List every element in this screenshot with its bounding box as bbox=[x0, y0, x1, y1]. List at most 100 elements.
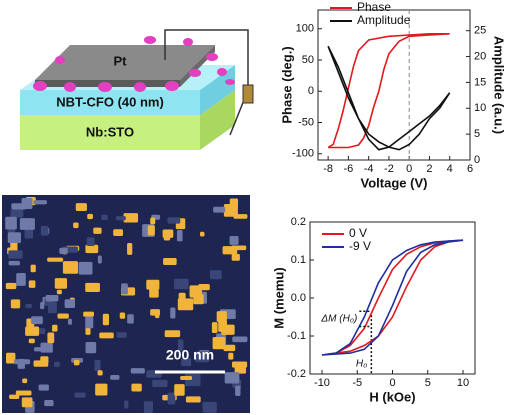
x-tick-label: 4 bbox=[447, 163, 453, 175]
afm-grain bbox=[202, 401, 217, 413]
afm-grain bbox=[25, 304, 33, 309]
y-axis-label: Phase (deg.) bbox=[279, 46, 294, 123]
y2-tick-label: 25 bbox=[474, 25, 486, 37]
x-tick-label: 10 bbox=[457, 377, 469, 389]
afm-grain bbox=[209, 270, 222, 280]
schematic: Pt NBT-CFO (40 nm) Nb:STO bbox=[20, 29, 254, 150]
afm-grain bbox=[212, 337, 226, 350]
y2-tick-label: 15 bbox=[474, 76, 486, 88]
y-tick-label: -100 bbox=[292, 148, 314, 160]
x-axis-label: Voltage (V) bbox=[361, 175, 428, 190]
legend-label: 0 V bbox=[349, 226, 367, 240]
pt-side bbox=[180, 45, 215, 87]
afm-grain bbox=[170, 307, 176, 319]
afm-grain bbox=[121, 283, 128, 295]
afm-grain bbox=[147, 225, 155, 236]
afm-grain bbox=[235, 385, 241, 397]
afm-grain bbox=[177, 339, 184, 352]
afm-grain bbox=[33, 200, 47, 205]
source bbox=[242, 84, 254, 104]
afm-grain bbox=[64, 299, 75, 309]
afm-grain bbox=[85, 316, 94, 329]
afm-grain bbox=[216, 311, 227, 323]
afm-image: 200 nm bbox=[2, 195, 250, 413]
y-tick-label: 0 bbox=[308, 85, 314, 97]
afm-grain bbox=[185, 396, 201, 403]
film-label: NBT-CFO (40 nm) bbox=[56, 94, 164, 109]
afm-grain bbox=[54, 361, 60, 367]
afm-grain bbox=[224, 372, 240, 384]
x-axis-label: H (kOe) bbox=[369, 389, 415, 404]
afm-grain bbox=[167, 392, 176, 405]
x-tick-label: 6 bbox=[467, 163, 473, 175]
afm-grain bbox=[221, 324, 235, 335]
y-tick-label: 0.1 bbox=[291, 254, 306, 266]
series-line bbox=[327, 45, 451, 151]
afm-grain bbox=[150, 217, 156, 225]
afm-grain bbox=[164, 330, 181, 338]
afm-grain bbox=[5, 216, 17, 230]
substrate-side bbox=[200, 90, 235, 150]
afm-grain bbox=[86, 237, 95, 246]
afm-grain bbox=[189, 291, 197, 298]
afm-grain bbox=[85, 244, 99, 254]
afm-grain bbox=[124, 400, 129, 409]
afm-grain bbox=[97, 255, 102, 264]
afm-background bbox=[2, 195, 250, 413]
afm-grain bbox=[8, 250, 23, 259]
y2-tick-label: 20 bbox=[474, 50, 486, 62]
afm-grain bbox=[113, 229, 124, 237]
afm-grain bbox=[11, 203, 27, 210]
afm-grain bbox=[223, 203, 238, 217]
afm-grain bbox=[110, 374, 120, 380]
afm-grain bbox=[56, 289, 62, 295]
afm-grain bbox=[149, 285, 159, 298]
afm-grain bbox=[75, 203, 87, 212]
film bbox=[20, 90, 200, 115]
afm-grain bbox=[44, 400, 54, 407]
pt-label: Pt bbox=[114, 53, 128, 68]
y-tick-label: -0.1 bbox=[287, 330, 306, 342]
afm-grain bbox=[85, 282, 100, 293]
y-tick-label: 0.0 bbox=[291, 292, 306, 304]
afm-grain bbox=[54, 278, 68, 289]
afm-grain bbox=[59, 247, 68, 255]
y-axis-label: M (memu) bbox=[271, 267, 286, 328]
afm-grain bbox=[150, 309, 161, 316]
nanopillars bbox=[33, 36, 235, 92]
afm-grain bbox=[19, 218, 35, 230]
afm-grain bbox=[33, 360, 49, 367]
y2-tick-label: 10 bbox=[474, 102, 486, 114]
afm-grain bbox=[10, 240, 18, 254]
afm-grain bbox=[47, 257, 64, 262]
afm-grain bbox=[57, 313, 69, 319]
afm-grain bbox=[73, 222, 79, 229]
x-tick-label: 2 bbox=[426, 163, 432, 175]
afm-grain bbox=[38, 384, 49, 391]
afm-grain bbox=[127, 314, 134, 324]
pt-electrode bbox=[35, 45, 215, 80]
plot-frame bbox=[309, 221, 476, 375]
afm-grain bbox=[163, 257, 177, 266]
y-tick-label: -50 bbox=[298, 116, 314, 128]
afm-grain bbox=[131, 383, 142, 392]
afm-grain bbox=[200, 231, 205, 237]
afm-grain bbox=[62, 261, 78, 274]
afm-grain bbox=[95, 383, 108, 396]
legend-label: Amplitude bbox=[357, 13, 411, 27]
afm-grain bbox=[116, 332, 127, 338]
afm-grain bbox=[22, 378, 28, 384]
legend-label: -9 V bbox=[349, 239, 371, 253]
afm-grain bbox=[181, 358, 192, 367]
legend-label: Phase bbox=[357, 0, 391, 14]
afm-grain bbox=[40, 225, 49, 236]
afm-grain bbox=[99, 332, 114, 339]
afm-grain bbox=[177, 298, 194, 311]
afm-grain bbox=[10, 209, 24, 218]
x-tick-label: -4 bbox=[364, 163, 374, 175]
afm-grain bbox=[152, 379, 168, 388]
afm-grain bbox=[97, 370, 103, 376]
afm-grain bbox=[10, 299, 21, 309]
afm-grain bbox=[8, 260, 20, 266]
